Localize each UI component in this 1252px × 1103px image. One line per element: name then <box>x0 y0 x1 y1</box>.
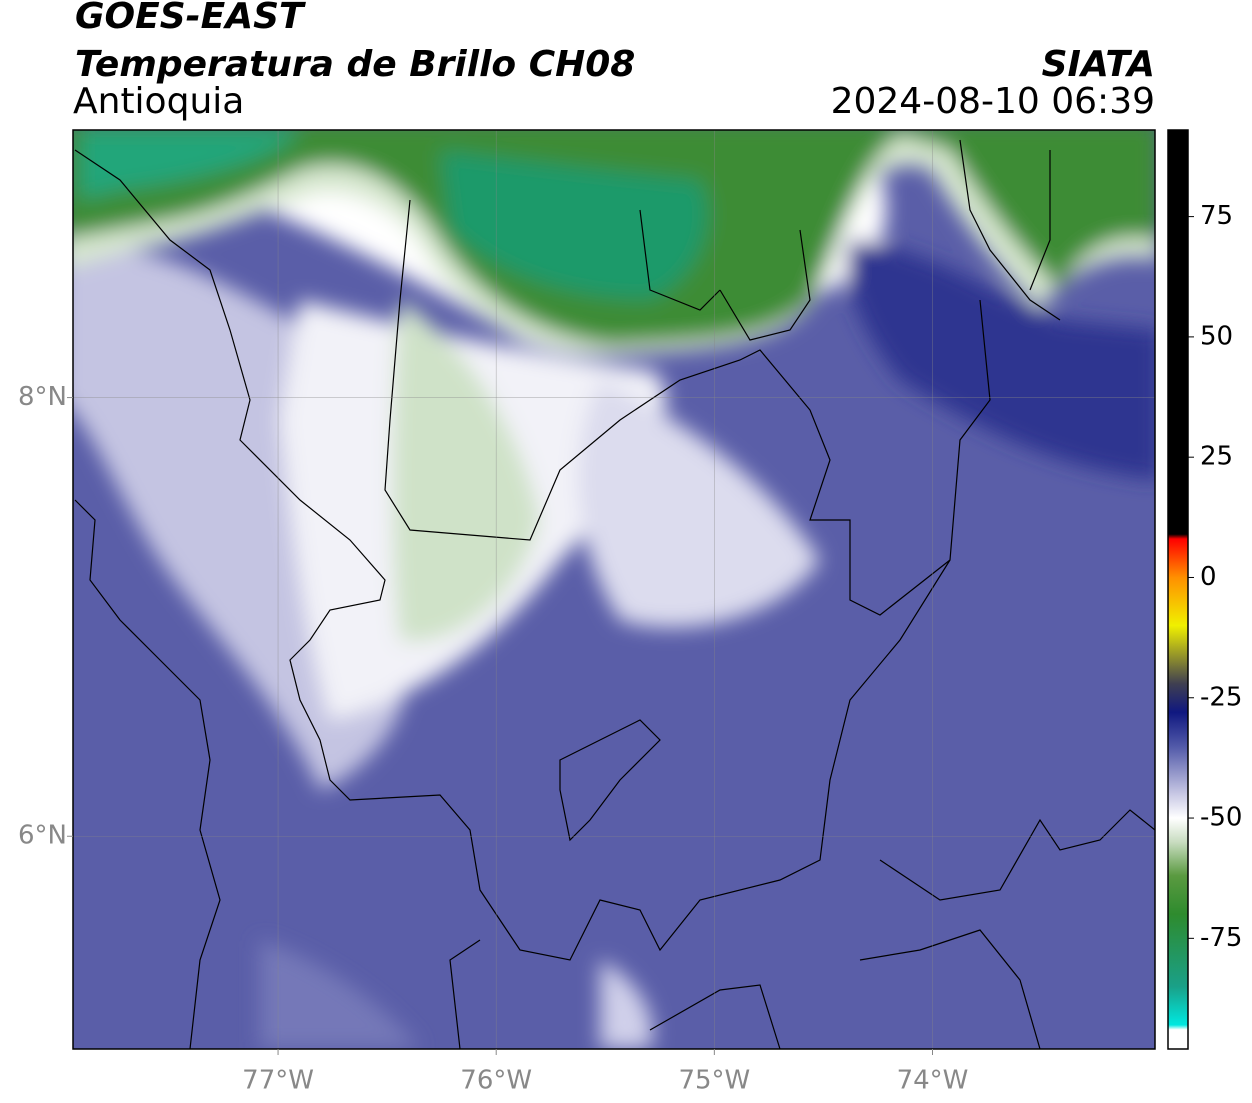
colorbar-tick-label: 50 <box>1200 321 1233 351</box>
colorbar-tick-label: -75 <box>1200 923 1242 953</box>
timestamp: 2024-08-10 06:39 <box>831 81 1155 122</box>
colorbar-tick-label: -50 <box>1200 803 1242 833</box>
x-tick-label: 75°W <box>678 1066 750 1096</box>
title: GOES-EAST <box>75 0 306 37</box>
colorbar <box>1167 129 1189 1050</box>
region: Antioquia <box>73 81 244 122</box>
x-tick-label: 77°W <box>242 1066 314 1096</box>
graticule <box>73 130 1155 1049</box>
colorbar-tick-label: 25 <box>1200 442 1233 472</box>
y-tick-label: 6°N <box>18 821 67 851</box>
colorbar-tick-label: -25 <box>1200 682 1242 712</box>
colorbar-tick-label: 0 <box>1200 562 1217 592</box>
x-tick-label: 76°W <box>460 1066 532 1096</box>
map-frame <box>72 129 1156 1050</box>
source: SIATA <box>1042 44 1155 85</box>
map-image <box>73 130 1155 1049</box>
x-tick-label: 74°W <box>897 1066 969 1096</box>
subtitle: Temperatura de Brillo CH08 <box>75 44 635 85</box>
y-tick-label: 8°N <box>18 382 67 412</box>
colorbar-tick-label: 75 <box>1200 201 1233 231</box>
